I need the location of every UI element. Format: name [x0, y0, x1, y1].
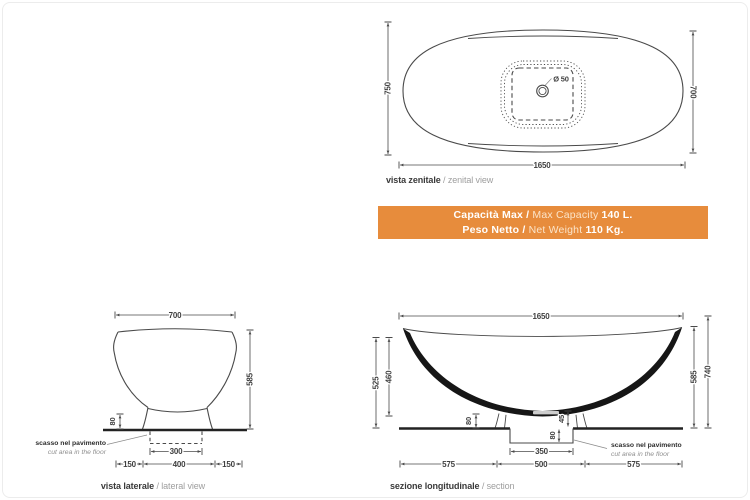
dim-label-700: 700 [689, 86, 698, 99]
cut-area-dashed-outline [511, 67, 574, 121]
dim-label-525: 525 [372, 376, 381, 389]
dim-ticks-585-section [690, 326, 698, 429]
caption-zenital-it: vista zenitale [386, 175, 441, 185]
dim-label-1650-section: 1650 [533, 312, 551, 321]
dim-label-150-right: 150 [222, 460, 235, 469]
dim-ticks-700-lateral [114, 311, 236, 319]
caption-lateral-it: vista laterale [100, 481, 155, 491]
dim-ticks-1650-section [398, 312, 684, 320]
dim-ticks-base-section [399, 460, 683, 468]
dim-ticks-460 [385, 337, 393, 417]
banner-line-weight: Peso Netto / Net Weight 110 Kg. [378, 223, 708, 238]
capacity-value: 140 L. [601, 208, 633, 221]
dim-ticks-80-lateral [116, 413, 124, 430]
caption-lateral-en: / lateral view [154, 481, 206, 491]
rim-inner-arc-bottom [467, 143, 619, 147]
tub-wall-section [403, 327, 682, 417]
floor-recess-section [509, 428, 574, 444]
capacity-weight-banner: Capacità Max / Max Capacity 140 L. Peso … [378, 206, 708, 239]
note-section-it: scasso nel pavimento [611, 442, 682, 449]
dim-label-585-section: 585 [690, 370, 699, 383]
caption-section-en: / section [479, 481, 515, 491]
dim-ticks-525 [372, 337, 380, 429]
lateral-view-drawing: 700 585 80 300 150 400 150 [103, 309, 256, 470]
dim-label-1650: 1650 [534, 161, 552, 170]
dim-ticks-80-plinth [472, 413, 480, 429]
dim-ticks-350 [509, 448, 574, 455]
banner-line-capacity: Capacità Max / Max Capacity 140 L. [378, 208, 708, 223]
drain-section [533, 411, 559, 415]
rim-inner-arc-top [467, 35, 619, 39]
dim-label-80-plinth: 80 [464, 417, 473, 425]
drain-leader-line [544, 78, 552, 86]
drain-dim-label: Ø 50 [553, 75, 568, 84]
drain-inner-circle [538, 86, 547, 96]
recess-dotted-outline-inner [504, 64, 582, 125]
dim-label-460: 460 [385, 370, 394, 383]
recess-dotted-outline-outer [500, 60, 586, 129]
dim-ticks-700 [689, 30, 697, 154]
capacity-label-en: Max Capacity [532, 208, 602, 221]
note-leader-lateral [106, 434, 148, 445]
dim-label-350: 350 [535, 447, 548, 456]
caption-section-it: sezione longitudinale [390, 481, 480, 491]
dim-label-400: 400 [173, 460, 186, 469]
note-cut-area-lateral: scasso nel pavimento cut area in the flo… [28, 439, 106, 457]
dim-ticks-740 [704, 315, 712, 429]
rim-back-edge-section [402, 327, 683, 337]
dim-label-740: 740 [704, 365, 713, 378]
dim-ticks-585-lateral [246, 329, 254, 430]
caption-zenital-en: / zenital view [440, 175, 494, 185]
section-view-drawing: 1650 525 460 80 45 80 350 [370, 310, 714, 470]
note-lateral-en: cut area in the floor [47, 449, 106, 456]
dim-label-575-left: 575 [442, 460, 455, 469]
dim-ticks-300 [149, 448, 203, 455]
dim-label-585-lateral: 585 [246, 372, 255, 385]
note-section-en: cut area in the floor [611, 451, 670, 458]
note-lateral-it: scasso nel pavimento [35, 440, 106, 447]
drain-outer-circle [536, 84, 549, 98]
weight-label-en: Net Weight [528, 223, 586, 236]
tub-outline-top [402, 29, 684, 153]
caption-section-view: sezione longitudinale / section [390, 481, 515, 491]
dim-label-80-lateral: 80 [108, 418, 117, 426]
capacity-label-it: Capacità Max / [453, 208, 533, 221]
weight-value: 110 Kg. [585, 223, 624, 236]
note-cut-area-section: scasso nel pavimento cut area in the flo… [611, 441, 682, 459]
tub-outline-lateral [113, 328, 237, 430]
dim-label-750: 750 [384, 81, 393, 94]
zenital-view-drawing: Ø 50 750 700 1650 [382, 21, 699, 171]
dim-label-45: 45 [557, 415, 566, 423]
pedestal-legs-section [494, 413, 588, 429]
dim-label-150-left: 150 [123, 460, 136, 469]
dim-label-575-right: 575 [627, 460, 640, 469]
note-leader-section [573, 439, 608, 449]
dim-ticks-750 [384, 21, 392, 156]
weight-label-it: Peso Netto / [462, 223, 529, 236]
caption-lateral-view: vista laterale / lateral view [63, 481, 243, 491]
dim-label-80-recess: 80 [548, 432, 557, 440]
dim-ticks-base-lateral [115, 460, 243, 468]
floor-recess-dashed-lateral [149, 431, 203, 445]
dim-label-700-lateral: 700 [169, 311, 182, 320]
dim-label-500: 500 [535, 460, 548, 469]
dim-ticks-1650 [398, 161, 686, 169]
caption-zenital-view: vista zenitale / zenital view [386, 175, 493, 185]
dim-label-300: 300 [170, 447, 183, 456]
